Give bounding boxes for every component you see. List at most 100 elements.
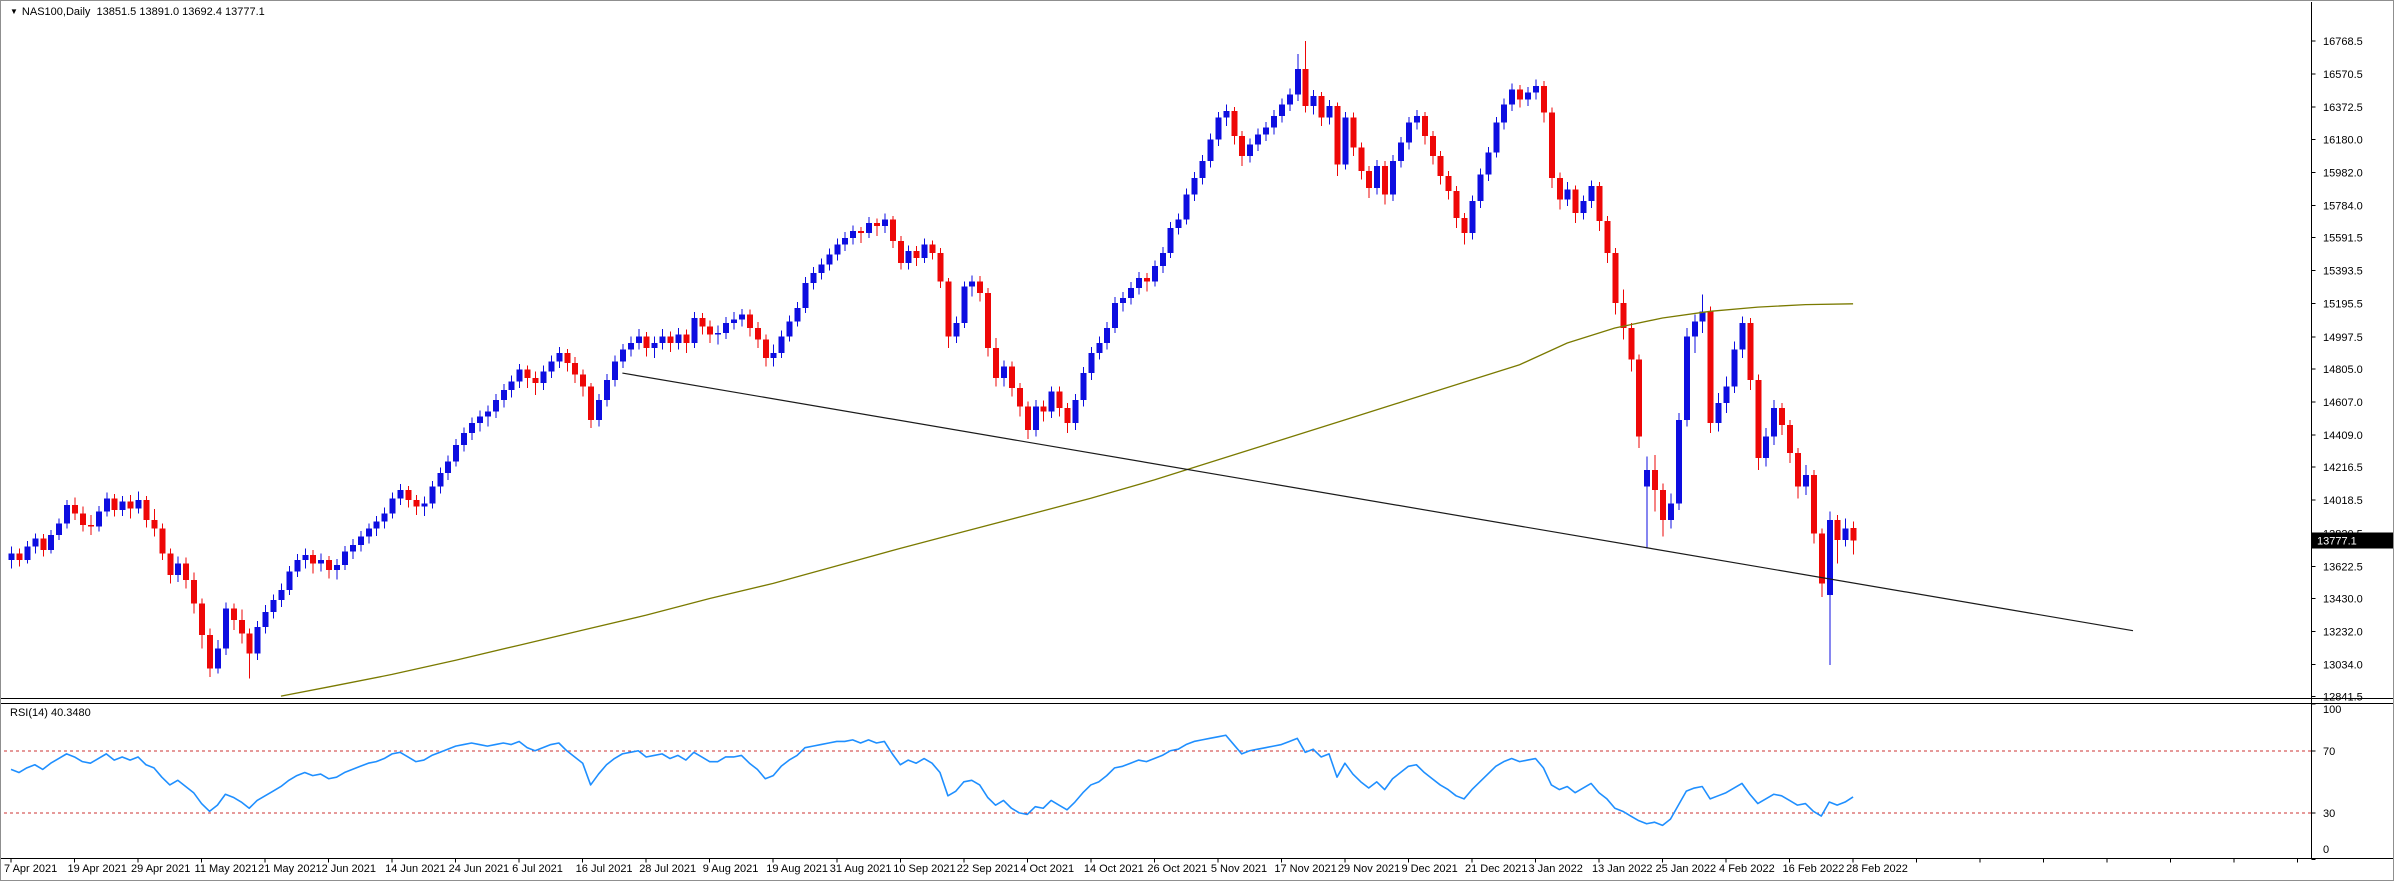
candle-body	[1802, 474, 1809, 487]
candle-body	[667, 336, 674, 344]
price-axis-label: 15982.0	[2323, 167, 2363, 179]
candle-body	[905, 251, 912, 263]
candle-body	[508, 381, 515, 390]
candle-body	[929, 244, 936, 253]
rsi-indicator-caption: RSI(14) 40.3480	[10, 707, 91, 719]
candle-body	[492, 399, 499, 412]
candle-body	[103, 498, 110, 512]
ohlc-values: 13851.5 13891.0 13692.4 13777.1	[96, 6, 265, 18]
price-axis-label: 16372.5	[2323, 102, 2363, 114]
candle-body	[1326, 105, 1333, 118]
candle-body	[421, 503, 428, 507]
candle-body	[1548, 112, 1555, 178]
time-axis-label: 28 Feb 2022	[1846, 863, 1908, 875]
candle-body	[1120, 297, 1127, 303]
candle-body	[1302, 69, 1309, 106]
candle-body	[111, 498, 118, 510]
price-axis-label: 15591.5	[2323, 233, 2363, 245]
candle-body	[1850, 528, 1857, 541]
rsi-axis-label: 70	[2323, 746, 2335, 758]
time-axis-label: 16 Jul 2021	[576, 863, 633, 875]
trendline[interactable]	[622, 372, 2134, 632]
candle-body	[429, 486, 436, 504]
rsi-indicator-label: RSI(14)	[10, 707, 48, 719]
candle-body	[699, 317, 706, 327]
candle-body	[1636, 359, 1643, 437]
candle-body	[1461, 217, 1468, 233]
candle-body	[310, 555, 317, 564]
candle-body	[64, 504, 71, 524]
price-axis-label: 16768.5	[2323, 36, 2363, 48]
candle-body	[635, 336, 642, 344]
main-price-panel[interactable]	[8, 40, 1857, 679]
candle-body	[1294, 69, 1301, 95]
symbol-period-label: NAS100,Daily	[21, 6, 91, 18]
candle-body	[1390, 161, 1397, 195]
price-axis-label: 14216.5	[2323, 462, 2363, 474]
ma-200-line[interactable]	[280, 303, 1854, 697]
time-axis-label: 7 Apr 2021	[4, 863, 57, 875]
time-axis-label: 16 Feb 2022	[1783, 863, 1845, 875]
candle-body	[302, 555, 309, 561]
candle-body	[1382, 166, 1389, 195]
price-axis-label: 15195.5	[2323, 299, 2363, 311]
candle-body	[1652, 469, 1659, 490]
candle-body	[1509, 89, 1516, 105]
candle-body	[881, 219, 888, 227]
candle-body	[1763, 436, 1770, 459]
candle-body	[1310, 95, 1317, 106]
candle-body	[1572, 189, 1579, 213]
candle-body	[183, 563, 190, 581]
candle-body	[349, 545, 356, 552]
candle-body	[1755, 379, 1762, 459]
current-price-tag-label: 13777.1	[2317, 536, 2357, 548]
candle-body	[1358, 147, 1365, 172]
candle-body	[1540, 85, 1547, 113]
rsi-panel[interactable]	[4, 734, 2311, 827]
candle-body	[16, 553, 23, 561]
candle-body	[1517, 89, 1524, 100]
candle-body	[1374, 166, 1381, 188]
candle-body	[326, 560, 333, 571]
candle-body	[818, 264, 825, 273]
candle-body	[318, 560, 325, 564]
candle-body	[238, 620, 245, 634]
candle-body	[40, 538, 47, 551]
candle-body	[357, 536, 364, 546]
candle-body	[1064, 408, 1071, 424]
collapse-arrow-icon[interactable]: ▼	[10, 7, 18, 16]
time-axis-label: 2 Jun 2021	[322, 863, 376, 875]
candle-body	[1286, 94, 1293, 105]
candle-body	[564, 353, 571, 364]
candle-body	[1612, 252, 1619, 303]
candle-body	[1199, 161, 1206, 178]
chart-overlays[interactable]	[280, 303, 2134, 697]
candle-body	[778, 336, 785, 354]
rsi-indicator-value: 40.3480	[50, 707, 91, 719]
candle-body	[794, 307, 801, 322]
candle-body	[1628, 328, 1635, 360]
candle-body	[651, 343, 658, 349]
candle-body	[500, 389, 507, 400]
candle-body	[1223, 110, 1230, 118]
candle-body	[87, 524, 94, 527]
candle-body	[1469, 201, 1476, 233]
candle-body	[675, 334, 682, 344]
candle-body	[588, 386, 595, 420]
candle-body	[1588, 186, 1595, 202]
price-axis-label: 14607.0	[2323, 397, 2363, 409]
rsi-axis-label: 30	[2323, 808, 2335, 820]
candle-body	[381, 513, 388, 522]
candle-body	[1072, 399, 1079, 424]
candle-body	[786, 321, 793, 337]
candle-body	[1143, 277, 1150, 282]
candle-body	[1088, 353, 1095, 374]
candle-body	[1779, 408, 1786, 425]
candle-body	[1810, 474, 1817, 534]
rsi-line[interactable]	[10, 734, 1854, 827]
candle-body	[1024, 406, 1031, 430]
price-axis-label: 14805.0	[2323, 364, 2363, 376]
candle-body	[1334, 105, 1341, 165]
candle-body	[286, 571, 293, 591]
